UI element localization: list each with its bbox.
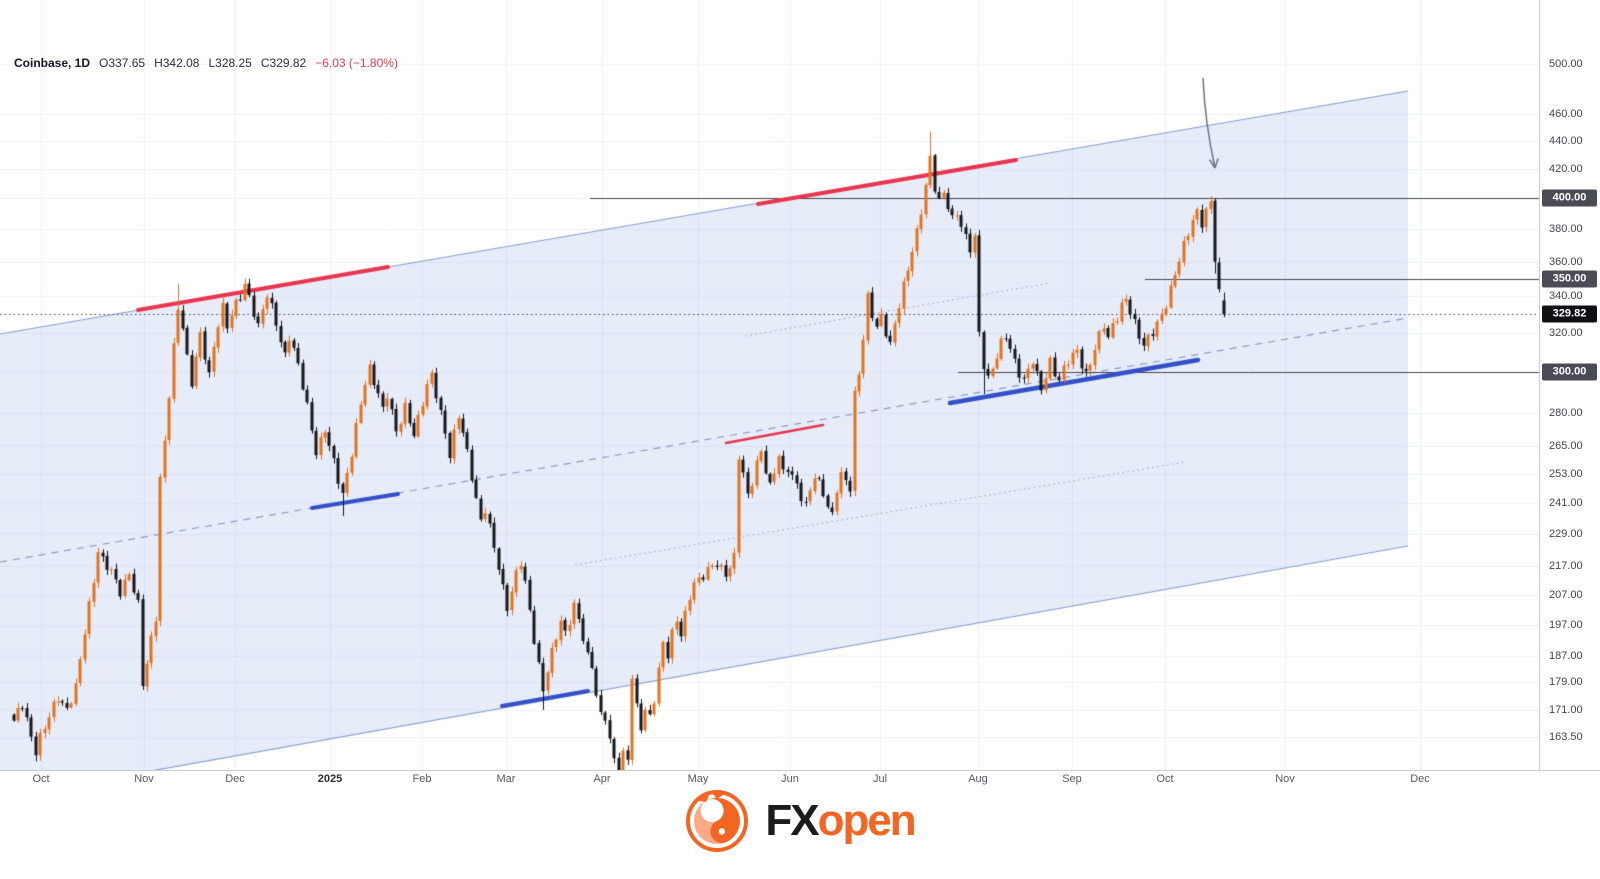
price-tick-label: 163.50 [1549,730,1583,743]
price-tick-label: 360.00 [1549,255,1583,268]
price-tick-label: 241.00 [1549,497,1583,510]
price-tick-label: 440.00 [1549,134,1583,147]
time-tick-label: Oct [32,773,50,785]
symbol-legend: Coinbase, 1D O337.65 H342.08 L328.25 C32… [14,56,398,70]
ohlc-close: C329.82 [260,56,307,70]
price-tick-label: 253.00 [1549,468,1583,481]
time-tick-label: May [687,773,709,785]
price-tick-label: 217.00 [1549,560,1583,573]
ohlc-low: L328.25 [208,56,252,70]
ohlc-open: O337.65 [99,56,146,70]
time-tick-label: Oct [1156,773,1174,785]
change-value: −6.03 (−1.80%) [315,56,398,70]
price-tick-label: 380.00 [1549,223,1583,236]
price-tick-label: 197.00 [1549,618,1583,631]
price-tick-label: 207.00 [1549,588,1583,601]
price-tick-label: 171.00 [1549,703,1583,716]
level-price-badge: 300.00 [1542,363,1597,381]
chart-pane: Coinbase, 1D O337.65 H342.08 L328.25 C32… [0,0,1600,787]
time-tick-label: 2025 [317,773,343,785]
time-tick-label: Dec [1410,773,1430,785]
price-tick-label: 265.00 [1549,440,1583,453]
price-tick-label: 320.00 [1549,326,1583,339]
price-chart-canvas[interactable] [0,0,1539,770]
price-tick-label: 280.00 [1549,407,1583,420]
time-tick-label: Jul [872,773,888,785]
ohlc-high: H342.08 [154,56,200,70]
price-tick-label: 460.00 [1549,108,1583,121]
price-tick-label: 229.00 [1549,528,1583,541]
fxopen-logo: FXopen [0,789,1600,853]
last-price-badge: 329.82 [1542,305,1597,323]
price-tick-label: 340.00 [1549,290,1583,303]
price-tick-label: 420.00 [1549,162,1583,175]
time-tick-label: Feb [412,773,432,785]
level-price-badge: 350.00 [1542,270,1597,288]
time-tick-label: Jun [781,773,799,785]
fxopen-logo-text: FXopen [765,796,916,845]
price-tick-label: 179.00 [1549,676,1583,689]
price-tick-label: 187.00 [1549,650,1583,663]
price-axis[interactable]: 500.00 460.00 440.00 420.00 380.00 360.00 340.… [1539,0,1600,770]
time-tick-label: Nov [1275,773,1295,785]
price-tick-label: 500.00 [1549,58,1583,70]
time-tick-label: Apr [593,773,611,785]
symbol-title[interactable]: Coinbase, 1D [14,56,91,70]
time-tick-label: Dec [225,773,245,785]
time-axis[interactable]: Oct Nov Dec 2025 Feb Mar Apr May Jun Jul Aug Sep Oct… [0,770,1600,787]
time-tick-label: Mar [496,773,516,785]
time-tick-label: Nov [134,773,154,785]
time-tick-label: Sep [1062,773,1082,785]
fxopen-logo-icon [686,790,749,852]
time-tick-label: Aug [968,773,988,785]
level-price-badge: 400.00 [1542,189,1597,207]
